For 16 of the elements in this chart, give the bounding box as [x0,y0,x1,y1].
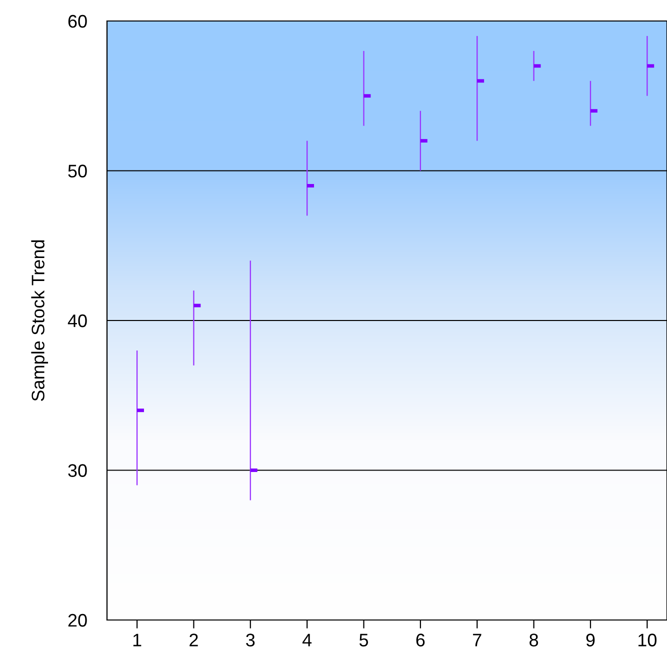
x-tick-label: 4 [302,634,312,646]
y-axis-title: Sample Stock Trend [31,240,48,401]
y-tick-label: 60 [68,14,87,28]
y-tick-label: 40 [68,314,87,328]
x-tick-label: 2 [190,634,198,646]
x-tick-label: 6 [416,634,425,646]
y-tick-label: 20 [68,614,87,627]
y-tick-label: 30 [68,464,87,477]
x-tick-label: 1 [133,634,142,646]
x-tick-label: 5 [359,634,368,646]
x-tick-label: 3 [246,634,255,646]
x-tick-label: 10 [638,634,656,646]
x-tick-label: 9 [586,634,595,646]
y-tick-label: 50 [68,164,87,178]
x-tick-label: 7 [473,634,482,646]
x-tick-label: 8 [530,634,538,646]
